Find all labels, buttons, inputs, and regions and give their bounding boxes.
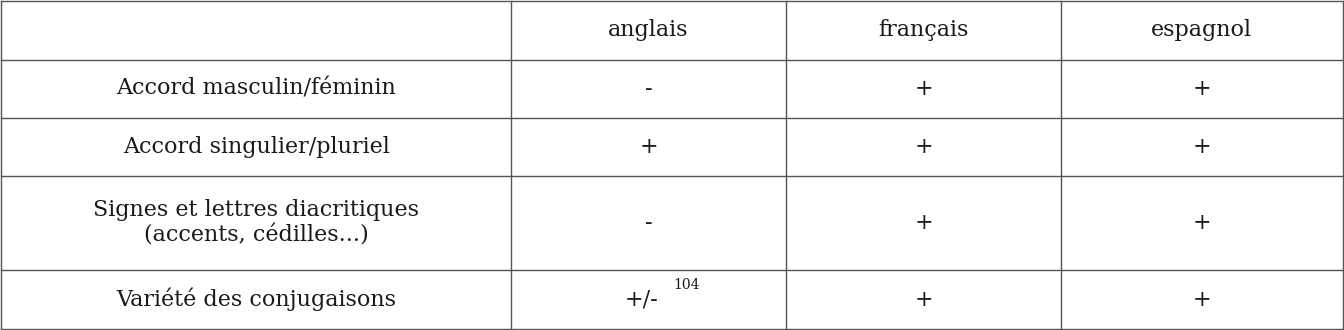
Text: Accord singulier/pluriel: Accord singulier/pluriel xyxy=(122,136,390,158)
Text: +: + xyxy=(914,78,933,100)
Text: +: + xyxy=(1192,212,1211,234)
Text: +: + xyxy=(914,136,933,158)
Text: français: français xyxy=(878,19,969,42)
Text: +: + xyxy=(914,288,933,311)
Text: +: + xyxy=(640,136,657,158)
Text: +/-: +/- xyxy=(625,288,659,311)
Text: Accord masculin/féminin: Accord masculin/féminin xyxy=(117,78,396,100)
Text: Signes et lettres diacritiques
(accents, cédilles...): Signes et lettres diacritiques (accents,… xyxy=(93,199,419,247)
Text: -: - xyxy=(645,78,652,100)
Text: espagnol: espagnol xyxy=(1152,19,1253,42)
Text: -: - xyxy=(645,212,652,234)
Text: anglais: anglais xyxy=(609,19,688,42)
Text: +: + xyxy=(1192,78,1211,100)
Text: Variété des conjugaisons: Variété des conjugaisons xyxy=(116,288,396,311)
Text: +: + xyxy=(1192,136,1211,158)
Text: +: + xyxy=(914,212,933,234)
Text: 104: 104 xyxy=(673,278,699,292)
Text: +: + xyxy=(1192,288,1211,311)
